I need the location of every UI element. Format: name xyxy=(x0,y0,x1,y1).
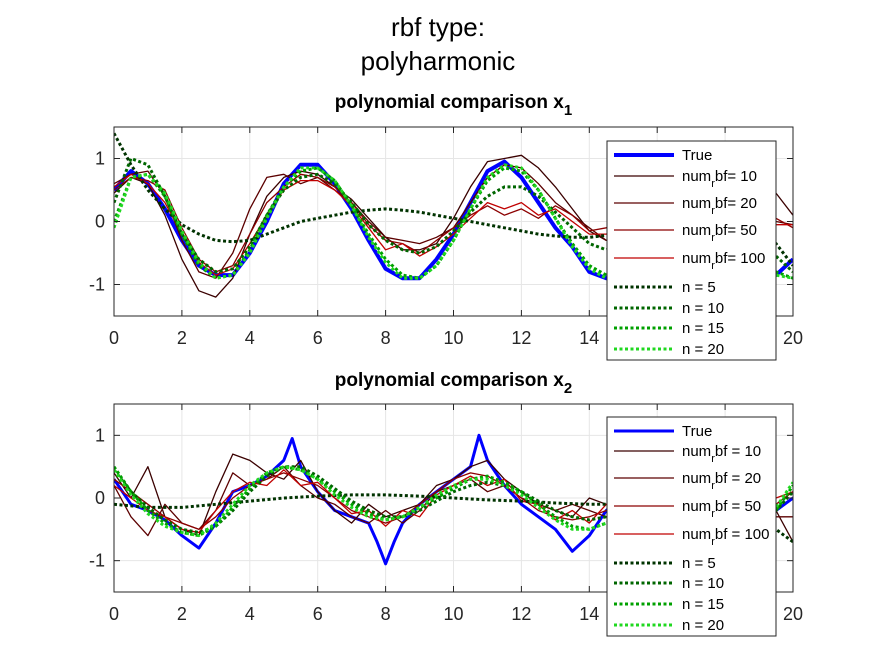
series-line-n-15 xyxy=(114,465,793,538)
legend-label-rest: bf= 50 xyxy=(715,222,757,239)
legend-label-main: n = 5 xyxy=(682,279,716,296)
x-tick-label: 2 xyxy=(177,328,187,348)
legend-label-num-rbf-10: numrbf= 10 xyxy=(682,168,757,190)
legend-label-n-5: n = 5 xyxy=(682,555,716,572)
legend-label-main: num xyxy=(682,498,711,515)
legend-label-num-rbf-20: numrbf = 20 xyxy=(682,470,761,492)
legend-label-main: n = 15 xyxy=(682,320,724,337)
legend-label-rest: bf= 20 xyxy=(715,195,757,212)
legend-label-rest: bf = 20 xyxy=(715,470,761,487)
legend-label-true: True xyxy=(682,147,712,164)
y-tick-label: 0 xyxy=(95,488,105,508)
suptitle-line-1: rbf type: xyxy=(391,12,485,42)
x-tick-label: 6 xyxy=(313,328,323,348)
legend-label-main: n = 10 xyxy=(682,575,724,592)
legend-label-main: num xyxy=(682,195,711,212)
legend-label-subscript: r xyxy=(711,480,715,492)
legend-label-subscript: r xyxy=(711,232,715,244)
x-tick-label: 4 xyxy=(245,328,255,348)
y-tick-label: 1 xyxy=(95,425,105,445)
x-tick-label: 10 xyxy=(443,328,463,348)
x-tick-label: 8 xyxy=(381,604,391,624)
x-tick-label: 20 xyxy=(783,604,803,624)
legend-label-main: True xyxy=(682,423,712,440)
legend-label-rest: bf= 100 xyxy=(715,250,765,267)
legend-label-rest: bf = 10 xyxy=(715,443,761,460)
y-tick-label: -1 xyxy=(89,551,105,571)
legend-label-rest: bf = 50 xyxy=(715,498,761,515)
y-tick-label: 1 xyxy=(95,149,105,169)
x-tick-label: 10 xyxy=(443,604,463,624)
legend-label-main: num xyxy=(682,222,711,239)
chart-title-subscript: 1 xyxy=(564,102,572,119)
legend-label-num-rbf-50: numrbf= 50 xyxy=(682,222,757,244)
x-tick-label: 20 xyxy=(783,328,803,348)
legend-label-n-20: n = 20 xyxy=(682,617,724,634)
chart-title-text: polynomial comparison x xyxy=(335,370,565,391)
suptitle-line-2: polyharmonic xyxy=(361,46,516,76)
legend-box xyxy=(606,140,777,361)
x-tick-label: 0 xyxy=(109,328,119,348)
legend-label-num-rbf-10: numrbf = 10 xyxy=(682,443,761,465)
legend-label-subscript: r xyxy=(711,536,715,548)
x-tick-label: 14 xyxy=(579,328,599,348)
series-line-n-10 xyxy=(114,157,793,274)
legend-label-main: True xyxy=(682,147,712,164)
legend-label-n-5: n = 5 xyxy=(682,279,716,296)
y-tick-label: 0 xyxy=(95,212,105,232)
legend-label-num-rbf-20: numrbf= 20 xyxy=(682,195,757,217)
legend-label-main: num xyxy=(682,168,711,185)
x-tick-label: 4 xyxy=(245,604,255,624)
legend-label-num-rbf-100: numrbf = 100 xyxy=(682,526,770,548)
legend-label-main: n = 20 xyxy=(682,341,724,358)
legend-label-subscript: r xyxy=(711,205,715,217)
legend-label-true: True xyxy=(682,423,712,440)
legend-label-main: num xyxy=(682,526,711,543)
legend-label-main: n = 10 xyxy=(682,300,724,317)
chart-title: polynomial comparison x2 xyxy=(335,370,572,397)
legend-label-main: num xyxy=(682,250,711,267)
legend-label-n-15: n = 15 xyxy=(682,320,724,337)
legend-label-num-rbf-50: numrbf = 50 xyxy=(682,498,761,520)
legend-label-n-10: n = 10 xyxy=(682,575,724,592)
legend-label-main: num xyxy=(682,443,711,460)
x-tick-label: 14 xyxy=(579,604,599,624)
legend-label-main: n = 5 xyxy=(682,555,716,572)
legend-label-main: n = 20 xyxy=(682,617,724,634)
x-tick-label: 12 xyxy=(511,604,531,624)
y-tick-label: -1 xyxy=(89,275,105,295)
legend-label-subscript: r xyxy=(711,178,715,190)
legend-label-n-20: n = 20 xyxy=(682,341,724,358)
legend-label-n-10: n = 10 xyxy=(682,300,724,317)
chart-title-text: polynomial comparison x xyxy=(335,92,565,113)
x-tick-label: 12 xyxy=(511,328,531,348)
legend-label-subscript: r xyxy=(711,260,715,272)
x-tick-label: 0 xyxy=(109,604,119,624)
legend-label-main: num xyxy=(682,470,711,487)
legend-label-main: n = 15 xyxy=(682,596,724,613)
chart-panel-2: polynomial comparison x20 2 4 6 8 10 12 14 20-10… xyxy=(89,370,803,637)
legend-label-rest: bf= 10 xyxy=(715,168,757,185)
legend-label-subscript: r xyxy=(711,508,715,520)
series-line-n-20 xyxy=(114,465,793,538)
chart-title-subscript: 2 xyxy=(564,380,572,397)
legend-box xyxy=(606,416,777,637)
chart-title: polynomial comparison x1 xyxy=(335,92,572,119)
legend-label-rest: bf = 100 xyxy=(715,526,770,543)
legend-label-num-rbf-100: numrbf= 100 xyxy=(682,250,765,272)
x-tick-label: 8 xyxy=(381,328,391,348)
x-tick-label: 6 xyxy=(313,604,323,624)
legend-label-n-15: n = 15 xyxy=(682,596,724,613)
x-tick-label: 2 xyxy=(177,604,187,624)
legend-label-subscript: r xyxy=(711,453,715,465)
chart-panel-1: polynomial comparison x10 2 4 6 8 10 12 14 20-10… xyxy=(89,92,803,361)
